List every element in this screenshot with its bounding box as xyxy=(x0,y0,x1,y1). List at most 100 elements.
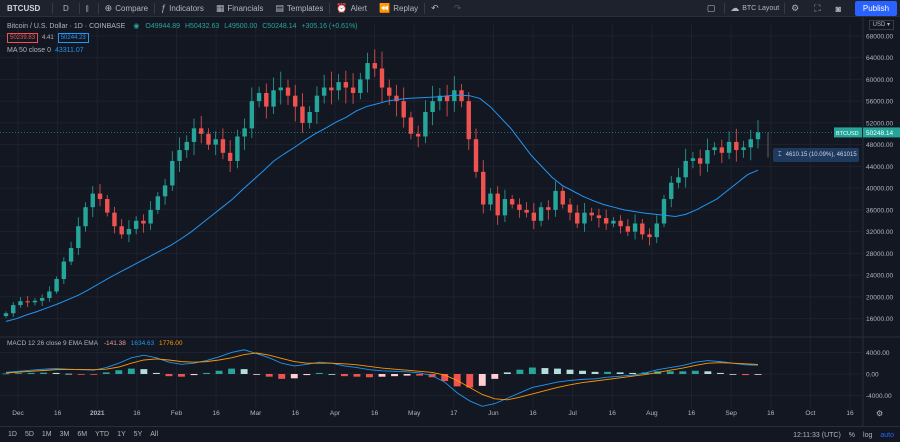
price-axis-label: 40000.00 xyxy=(866,186,893,193)
range-button-1y[interactable]: 1Y xyxy=(117,431,126,438)
candle-body xyxy=(300,106,305,123)
toolbar-divider xyxy=(784,3,786,14)
macd-histogram-bar xyxy=(629,372,637,374)
candle-body xyxy=(11,305,16,314)
candle-body xyxy=(531,212,537,221)
candle-body xyxy=(690,158,696,161)
percent-toggle[interactable]: % xyxy=(848,431,856,439)
candle-body xyxy=(538,207,544,221)
layout-grid-button[interactable]: ▢ xyxy=(701,0,725,17)
macd-histogram-bar xyxy=(290,374,298,379)
macd-legend[interactable]: MACD 12 26 close 9 EMA EMA -141.38 1634.… xyxy=(7,340,183,347)
sell-price-button[interactable]: 50239.83 xyxy=(7,33,39,43)
macd-histogram-bar xyxy=(265,374,273,377)
candle-body xyxy=(242,128,247,137)
undo-button[interactable]: ↶ xyxy=(425,0,448,17)
toolbar-divider xyxy=(154,2,156,14)
candle-body xyxy=(307,112,312,123)
candle-body xyxy=(654,223,659,238)
candle-body xyxy=(365,63,370,80)
candle-body xyxy=(271,90,276,107)
candle-body xyxy=(141,220,146,224)
indicators-button[interactable]: ƒ Indicators xyxy=(155,0,210,17)
candle-body xyxy=(184,141,189,151)
alert-button[interactable]: ⏰ Alert xyxy=(330,0,373,17)
range-button-1m[interactable]: 1M xyxy=(41,431,52,438)
range-button-5d[interactable]: 5D xyxy=(24,431,34,438)
financials-button[interactable]: ▦ Financials xyxy=(210,0,270,17)
chart-style-button[interactable]: ⫾ xyxy=(80,0,98,17)
candle-body xyxy=(582,212,587,224)
range-button-3m[interactable]: 3M xyxy=(59,431,70,438)
last-price-tag xyxy=(863,127,900,138)
buy-price-button[interactable]: 50244.23 xyxy=(57,33,89,43)
macd-axis-label: 0.00 xyxy=(866,372,879,379)
log-toggle[interactable]: log xyxy=(863,431,873,439)
macd-line xyxy=(5,349,759,407)
symbol-search-button[interactable]: BTCUSD xyxy=(7,3,41,13)
redo-button[interactable]: ↷ xyxy=(448,0,471,17)
candle-body xyxy=(227,152,233,161)
candle-body xyxy=(256,92,262,102)
candle-body xyxy=(314,95,320,113)
change-value: +305.16 (+0.61%) xyxy=(301,22,358,30)
candle-body xyxy=(372,63,377,69)
templates-button[interactable]: ▤ Templates xyxy=(269,0,329,17)
candle-body xyxy=(734,141,739,151)
candle-body xyxy=(170,160,175,186)
layout-label: BTC Layout xyxy=(742,5,780,12)
candle-body xyxy=(408,117,414,134)
publish-button[interactable]: Publish xyxy=(855,1,897,16)
candle-body xyxy=(343,82,349,88)
candle-body xyxy=(162,185,168,197)
candle-body xyxy=(415,133,421,137)
replay-button[interactable]: ⏪ Replay xyxy=(373,0,424,17)
candle-body xyxy=(611,220,616,224)
settings-button[interactable]: ⚙ xyxy=(785,0,808,17)
fullscreen-button[interactable]: ⛶ xyxy=(808,0,829,17)
axis-settings-icon: ⚙ xyxy=(876,409,883,418)
gear-icon: ⚙ xyxy=(791,3,800,13)
range-button-1d[interactable]: 1D xyxy=(8,431,17,438)
price-axis-label: 32000.00 xyxy=(866,229,893,236)
cloud-icon: ☁ xyxy=(730,3,740,13)
candle-body xyxy=(567,204,573,213)
macd-histogram-bar xyxy=(90,374,98,375)
range-button-5y[interactable]: 5Y xyxy=(133,431,143,438)
chart-canvas[interactable]: 16000.00 20000.00 24000.00 28000.00 32000.00… xyxy=(0,17,900,426)
last-price-symbol: BTCUSD xyxy=(836,131,859,137)
candle-body xyxy=(112,212,117,227)
ma50-line xyxy=(5,94,759,322)
macd-histogram-bar xyxy=(77,374,85,375)
chart-area[interactable]: 16000.00 20000.00 24000.00 28000.00 32000.00… xyxy=(0,17,900,426)
candle-body xyxy=(54,278,59,292)
time-axis-label: 16 xyxy=(133,410,141,417)
macd-histogram-bar xyxy=(579,370,586,374)
candle-body xyxy=(473,139,479,172)
layout-button[interactable]: ☁ BTC Layout xyxy=(725,0,784,17)
candle-body xyxy=(676,177,681,183)
auto-toggle[interactable]: auto xyxy=(880,431,894,439)
close-value: C50248.14 xyxy=(262,22,297,30)
ma-legend[interactable]: MA 50 close 0 43311.07 xyxy=(7,44,361,56)
candle-body xyxy=(524,209,529,213)
range-button-6m[interactable]: 6M xyxy=(77,431,88,438)
range-button-ytd[interactable]: YTD xyxy=(95,431,110,438)
time-axis-label: 16 xyxy=(609,410,617,417)
snapshot-button[interactable]: ◙ xyxy=(830,0,850,17)
currency-selector[interactable]: USD ▾ xyxy=(868,20,894,30)
compare-button[interactable]: ⊕ Compare xyxy=(99,0,154,17)
interval-button[interactable]: D xyxy=(63,3,69,13)
range-button-all[interactable]: All xyxy=(150,431,159,438)
ohlc-values: O49944.89 H50432.63 L49500.00 C50248.14 … xyxy=(145,23,360,30)
macd-histogram-bar xyxy=(566,369,574,374)
time-axis-label: Jul xyxy=(569,410,578,417)
chevron-down-icon: ▾ xyxy=(886,22,890,28)
price-axis-label: 24000.00 xyxy=(866,273,893,280)
time-axis-label: Sep xyxy=(725,410,737,417)
candle-body xyxy=(632,223,638,232)
toolbar-right: ▢ ☁ BTC Layout ⚙ ⛶ ◙ xyxy=(701,0,850,17)
price-axis-label: 68000.00 xyxy=(866,33,893,40)
clock-time[interactable]: 12:11:33 (UTC) xyxy=(793,431,841,439)
